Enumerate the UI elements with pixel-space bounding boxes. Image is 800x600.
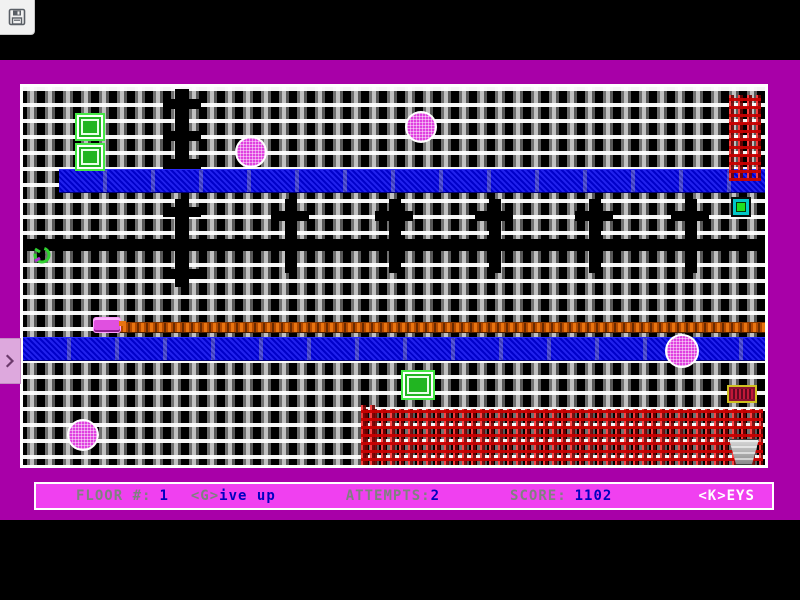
chevron-right-icon xyxy=(5,354,15,368)
ball-bottom-left xyxy=(69,421,97,449)
gap-block xyxy=(163,159,201,169)
giveup-key[interactable]: <G> xyxy=(190,488,220,504)
attempts-value: 2 xyxy=(430,488,441,504)
gap-block xyxy=(685,199,697,273)
top-toolbar xyxy=(0,0,800,60)
dos-frame: FLOOR #: 1 <G> ive up ATTEMPTS: 2 SCORE:… xyxy=(14,84,774,510)
cyan-item-box xyxy=(731,197,751,217)
gap-block xyxy=(489,199,501,273)
gap-block xyxy=(389,199,401,273)
floppy-disk-icon xyxy=(8,8,26,26)
gap-block xyxy=(163,269,201,279)
orange-chain-rail xyxy=(111,322,765,333)
save-button[interactable] xyxy=(0,0,35,35)
game-window: FLOOR #: 1 <G> ive up ATTEMPTS: 2 SCORE:… xyxy=(0,60,800,520)
giveup-text[interactable]: ive up xyxy=(219,488,276,504)
game-viewport[interactable] xyxy=(20,84,768,468)
ball-upper-mid xyxy=(407,113,435,141)
status-bar-content: FLOOR #: 1 <G> ive up ATTEMPTS: 2 SCORE:… xyxy=(36,488,772,504)
gap-block xyxy=(163,207,201,217)
lower-blue-platform xyxy=(23,337,765,361)
score-value: 1102 xyxy=(574,488,613,504)
pink-vehicle xyxy=(93,317,126,333)
crate-top-left-upper xyxy=(75,113,105,141)
page-bottom-filler xyxy=(0,520,800,600)
gap-block xyxy=(589,199,601,273)
gap-block xyxy=(175,199,189,287)
upper-blue-platform xyxy=(59,169,765,193)
floor-label: FLOOR #: xyxy=(76,488,152,504)
status-bar: FLOOR #: 1 <G> ive up ATTEMPTS: 2 SCORE:… xyxy=(34,482,774,510)
attempts-label: ATTEMPTS: xyxy=(345,488,431,504)
score-label: SCORE: xyxy=(510,488,567,504)
floor-value: 1 xyxy=(159,488,169,504)
green-player xyxy=(31,245,53,265)
gap-block xyxy=(163,131,201,141)
crate-top-left-lower xyxy=(75,143,105,171)
ball-lower-right xyxy=(667,336,697,366)
gap-block xyxy=(285,199,297,273)
gap-block xyxy=(163,99,201,109)
dark-red-box xyxy=(727,385,757,403)
expand-panel-tab[interactable] xyxy=(0,338,21,384)
playfield[interactable] xyxy=(23,87,765,465)
keys-label[interactable]: <K>EYS xyxy=(698,488,755,504)
crate-center-bottom xyxy=(401,370,435,400)
ball-upper-left xyxy=(237,138,265,166)
scaffold-grid-background xyxy=(23,87,765,465)
